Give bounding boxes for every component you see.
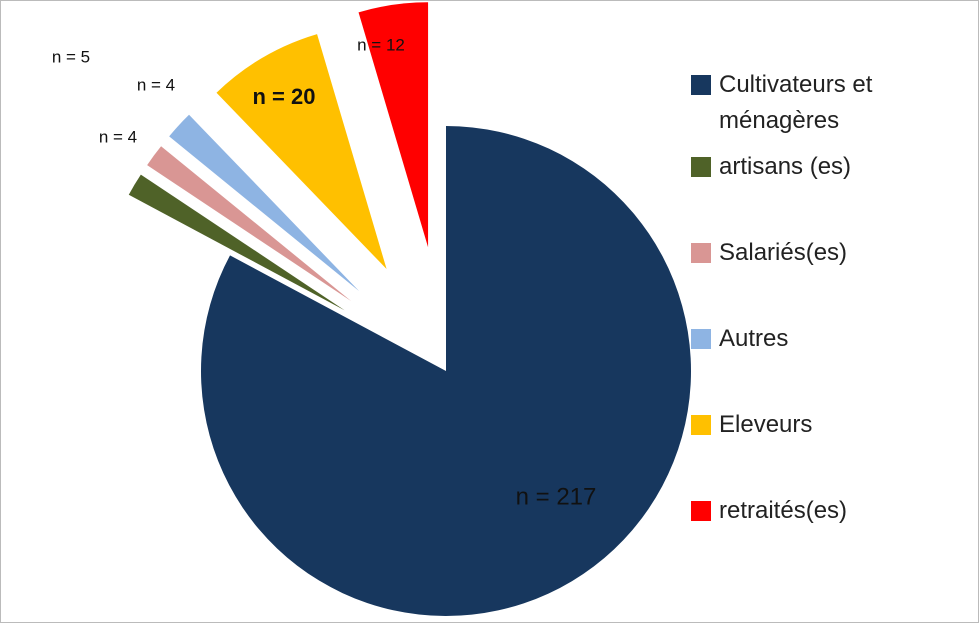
legend-item: retraités(es) [691,493,921,529]
legend-swatch [691,501,711,521]
legend-item: Eleveurs [691,407,921,443]
legend-label: Autres [719,325,789,352]
legend-label: artisans (es) [719,153,852,180]
data-label: n = 4 [137,75,175,94]
legend-swatch [691,75,711,95]
legend-item: Autres [691,321,921,357]
data-label: n = 5 [52,47,90,66]
legend-item: Cultivateurs et ménagères [691,67,921,139]
pie-slice [169,114,360,292]
legend: Cultivateurs et ménagères artisans (es) Sa… [691,67,921,579]
data-label: n = 20 [253,84,316,109]
data-label: n = 217 [516,483,597,510]
legend-item: Salariés(es) [691,235,921,271]
data-label: n = 4 [99,127,137,146]
pie-slice [358,2,429,248]
legend-label: Eleveurs [719,411,813,438]
legend-swatch [691,243,711,263]
pie-slice [216,34,387,270]
data-label: n = 12 [357,35,405,54]
legend-item: artisans (es) [691,149,921,185]
pie-slice [147,146,352,301]
legend-label: Salariés(es) [719,239,848,266]
legend-swatch [691,157,711,177]
pie-slice [200,126,691,616]
legend-swatch [691,329,711,349]
legend-label: retraités(es) [719,497,848,524]
legend-swatch [691,415,711,435]
pie-slice [128,174,345,311]
legend-label: Cultivateurs et ménagères [719,71,873,134]
